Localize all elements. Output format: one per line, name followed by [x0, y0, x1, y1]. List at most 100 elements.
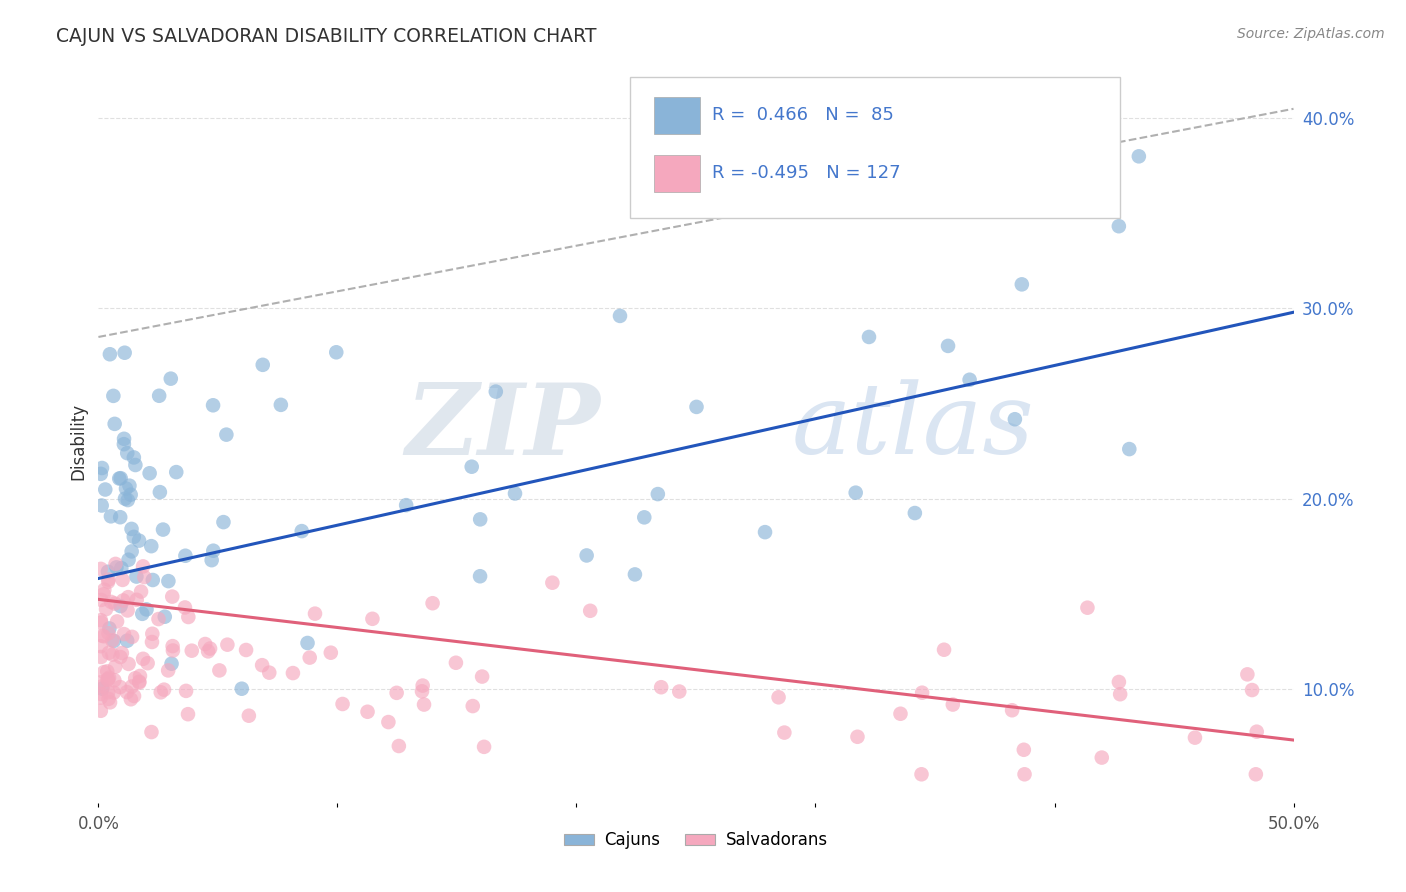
Point — [93, 582, 115, 597]
Point — [291, 524, 314, 538]
Point — [110, 471, 132, 485]
Point — [174, 549, 197, 563]
Point — [141, 539, 163, 553]
Point — [90, 704, 112, 718]
Point — [90, 650, 112, 665]
Point — [422, 596, 444, 610]
Point — [141, 635, 163, 649]
Point — [361, 612, 384, 626]
Point — [132, 559, 155, 574]
Point — [1108, 675, 1130, 690]
Point — [129, 584, 152, 599]
Point — [633, 510, 655, 524]
Point — [118, 478, 141, 492]
Point — [98, 671, 121, 685]
Point — [238, 708, 260, 723]
Point — [412, 679, 434, 693]
Point — [609, 309, 631, 323]
Point — [90, 593, 112, 607]
Point — [647, 487, 669, 501]
Point — [754, 525, 776, 540]
Point — [97, 673, 120, 687]
Point — [121, 680, 143, 694]
Point — [93, 629, 115, 643]
Point — [444, 656, 467, 670]
Point — [97, 626, 120, 640]
Point — [162, 643, 184, 657]
Point — [124, 671, 146, 685]
Point — [110, 561, 132, 575]
Point — [932, 642, 955, 657]
Point — [104, 597, 127, 611]
Point — [1108, 219, 1130, 234]
Point — [911, 686, 934, 700]
Point — [103, 633, 125, 648]
Point — [91, 681, 114, 696]
Point — [685, 400, 707, 414]
Point — [148, 612, 170, 626]
Point — [201, 553, 224, 567]
Point — [98, 695, 121, 709]
Point — [259, 665, 281, 680]
Point — [149, 485, 172, 500]
Point — [100, 595, 122, 609]
Point — [112, 437, 135, 451]
Point — [122, 689, 145, 703]
Point — [138, 467, 160, 481]
Point — [471, 669, 494, 683]
Point — [97, 685, 120, 699]
Point — [212, 515, 235, 529]
Text: R =  0.466   N =  85: R = 0.466 N = 85 — [711, 106, 893, 124]
Point — [356, 705, 378, 719]
Point — [125, 569, 148, 583]
Point — [319, 646, 342, 660]
Point — [1118, 442, 1140, 456]
Point — [904, 506, 927, 520]
Point — [97, 574, 120, 589]
Point — [541, 575, 564, 590]
Point — [281, 666, 304, 681]
Point — [217, 638, 239, 652]
Text: atlas: atlas — [792, 379, 1035, 475]
Point — [575, 549, 598, 563]
Point — [162, 590, 184, 604]
Point — [385, 686, 408, 700]
Point — [96, 665, 118, 679]
Point — [93, 665, 115, 679]
Point — [135, 602, 157, 616]
Point — [1001, 703, 1024, 717]
Point — [624, 567, 647, 582]
Point — [122, 530, 145, 544]
Point — [105, 615, 128, 629]
Point — [858, 330, 880, 344]
Point — [117, 657, 139, 671]
Point — [128, 533, 150, 548]
Point — [90, 499, 112, 513]
Point — [108, 680, 131, 694]
Point — [94, 483, 117, 497]
Text: CAJUN VS SALVADORAN DISABILITY CORRELATION CHART: CAJUN VS SALVADORAN DISABILITY CORRELATI… — [56, 27, 596, 45]
Point — [121, 544, 143, 558]
Point — [395, 498, 418, 512]
Point — [157, 574, 180, 588]
Point — [174, 600, 197, 615]
Point — [141, 725, 163, 739]
Point — [117, 603, 139, 617]
Point — [134, 570, 156, 584]
FancyBboxPatch shape — [654, 154, 700, 193]
Point — [461, 699, 484, 714]
Point — [1091, 750, 1114, 764]
Point — [304, 607, 326, 621]
Point — [90, 615, 112, 630]
Point — [132, 652, 155, 666]
Point — [153, 682, 176, 697]
Point — [100, 509, 122, 524]
Point — [128, 674, 150, 689]
FancyBboxPatch shape — [654, 97, 700, 135]
Point — [377, 714, 399, 729]
Point — [153, 609, 176, 624]
Point — [91, 629, 114, 643]
Point — [117, 552, 139, 566]
Point — [90, 467, 112, 481]
Point — [1004, 412, 1026, 426]
